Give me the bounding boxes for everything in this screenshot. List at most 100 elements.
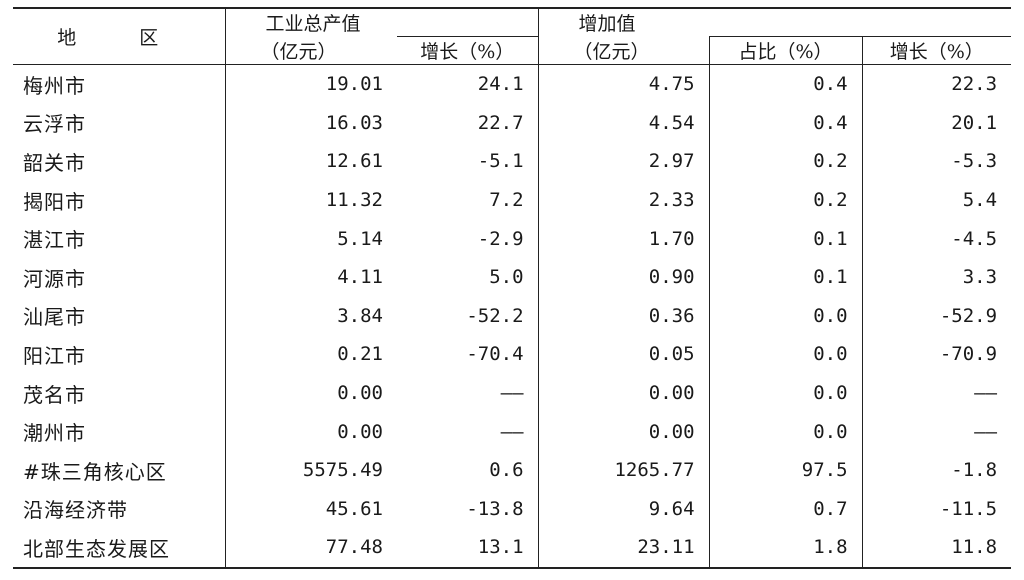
cropped-footnote-strip [0,571,1024,580]
gross-output-growth-header: 增长（%） [397,36,539,65]
share-cell: 0.4 [709,103,863,143]
table-body: 梅州市 19.01 24.1 4.75 0.4 22.3 云浮市 16.03 22.7 4.54 0… [13,64,1012,569]
share-cell: 0.1 [709,219,863,258]
region-cell: #珠三角核心区 [13,450,226,490]
share-cell: 0.0 [709,412,863,451]
value-added-cell: 0.00 [538,412,710,451]
table-row: 汕尾市 3.84 -52.2 0.36 0.0 -52.9 [13,296,1011,336]
table-row: 阳江市 0.21 -70.4 0.05 0.0 -70.9 [13,335,1011,374]
region-cell: 韶关市 [13,142,226,181]
table-row: 沿海经济带 45.61 -13.8 9.64 0.7 -11.5 [13,489,1011,529]
added-value-share-header: 占比（%） [708,36,863,65]
region-cell: 潮州市 [13,412,226,451]
table-row: 云浮市 16.03 22.7 4.54 0.4 20.1 [13,103,1011,143]
value-added-cell: 1265.77 [538,450,710,490]
region-cell: 沿海经济带 [13,489,226,529]
gross-output-header: 工业总产值 [225,7,539,37]
output-cell: 12.61 [325,150,383,173]
region-cell: 汕尾市 [13,296,226,336]
share-cell: 97.5 [709,450,863,490]
va-growth-cell: 5.4 [962,189,998,212]
output-growth-cell: 5.0 [397,257,539,297]
va-growth-cell: 3.3 [962,266,998,289]
va-growth-cell: 22.3 [951,73,998,96]
table-row: 潮州市 0.00 —— 0.00 0.0 —— [13,412,1011,451]
output-cell: 4.11 [337,266,383,289]
va-growth-cell: 20.1 [951,111,998,134]
value-added-cell: 4.75 [538,64,710,104]
output-cell: 77.48 [225,528,397,569]
region-cell: 阳江市 [13,335,226,374]
output-cell: 0.00 [337,420,383,443]
share-cell: 0.4 [709,64,863,104]
table-row: 茂名市 0.00 —— 0.00 0.0 —— [13,373,1011,413]
region-cell: 揭阳市 [13,180,226,220]
statistics-table: 地 区 工业总产值 增加值 （亿元） 增长（%） （亿元） 占比（%） 增长（%… [13,7,1012,569]
value-added-cell: 0.90 [538,257,710,297]
output-growth-cell: —— [397,373,539,413]
value-added-cell: 4.54 [538,103,710,143]
value-added-cell: 0.00 [538,373,710,413]
value-added-cell: 23.11 [538,528,710,569]
added-value-unit: （亿元） [538,36,710,65]
table-row: 梅州市 19.01 24.1 4.75 0.4 22.3 [13,64,1011,104]
value-added-cell: 0.36 [538,296,710,336]
region-cell: 茂名市 [13,373,226,413]
va-growth-cell: -5.3 [951,150,998,173]
region-cell: 河源市 [13,257,226,297]
output-cell: 0.21 [337,343,383,366]
va-growth-cell: —— [974,382,998,405]
share-cell: 0.1 [709,257,863,297]
table-row: 湛江市 5.14 -2.9 1.70 0.1 -4.5 [13,219,1011,258]
output-cell: 11.32 [325,189,383,212]
output-growth-cell: -13.8 [397,489,539,529]
output-growth-cell: -2.9 [397,219,539,258]
va-growth-cell: -70.9 [939,343,998,366]
value-added-cell: 9.64 [538,489,710,529]
output-cell: 5.14 [337,227,383,250]
output-cell: 45.61 [325,497,383,520]
va-growth-cell: -11.5 [939,497,998,520]
share-cell: 0.7 [709,489,863,529]
output-growth-cell: -70.4 [397,335,539,374]
region-cell: 北部生态发展区 [13,528,226,569]
value-added-cell: 1.70 [538,219,710,258]
output-growth-cell: 22.7 [397,103,539,143]
output-growth-cell: 24.1 [397,64,539,104]
statistics-table-container: 地 区 工业总产值 增加值 （亿元） 增长（%） （亿元） 占比（%） 增长（%… [13,7,1012,569]
table-row: 揭阳市 11.32 7.2 2.33 0.2 5.4 [13,180,1011,220]
share-cell: 0.0 [709,296,863,336]
output-cell: 3.84 [337,304,383,327]
output-cell: 5575.49 [302,459,383,482]
va-growth-cell: -1.8 [951,459,998,482]
value-added-cell: 2.97 [538,142,710,181]
region-cell: 梅州市 [13,64,226,104]
share-cell: 1.8 [709,528,863,569]
table-row: 韶关市 12.61 -5.1 2.97 0.2 -5.3 [13,142,1011,181]
value-added-cell: 2.33 [538,180,710,220]
output-growth-cell: -5.1 [397,142,539,181]
share-cell: 0.0 [709,335,863,374]
va-growth-cell: —— [974,420,998,443]
va-growth-cell: -4.5 [951,227,998,250]
share-cell: 0.0 [709,373,863,413]
output-growth-cell: -52.2 [397,296,539,336]
output-growth-cell: 0.6 [397,450,539,490]
output-cell: 16.03 [325,111,383,134]
share-cell: 0.2 [709,142,863,181]
share-cell: 0.2 [709,180,863,220]
output-growth-cell: —— [397,412,539,451]
output-growth-cell: 7.2 [397,180,539,220]
table-row: 北部生态发展区 77.48 13.1 23.11 1.8 11.8 [13,528,1012,569]
added-value-growth-header: 增长（%） [861,36,1012,65]
va-growth-cell: -52.9 [939,304,998,327]
va-growth-cell: 11.8 [862,528,1012,569]
region-header: 地 区 [13,7,226,65]
value-added-cell: 0.05 [538,335,710,374]
added-value-header: 增加值 [538,7,1012,37]
output-cell: 0.00 [337,382,383,405]
region-cell: 湛江市 [13,219,226,258]
table-header: 地 区 工业总产值 增加值 （亿元） 增长（%） （亿元） 占比（%） 增长（%… [13,7,1012,65]
region-cell: 云浮市 [13,103,226,143]
